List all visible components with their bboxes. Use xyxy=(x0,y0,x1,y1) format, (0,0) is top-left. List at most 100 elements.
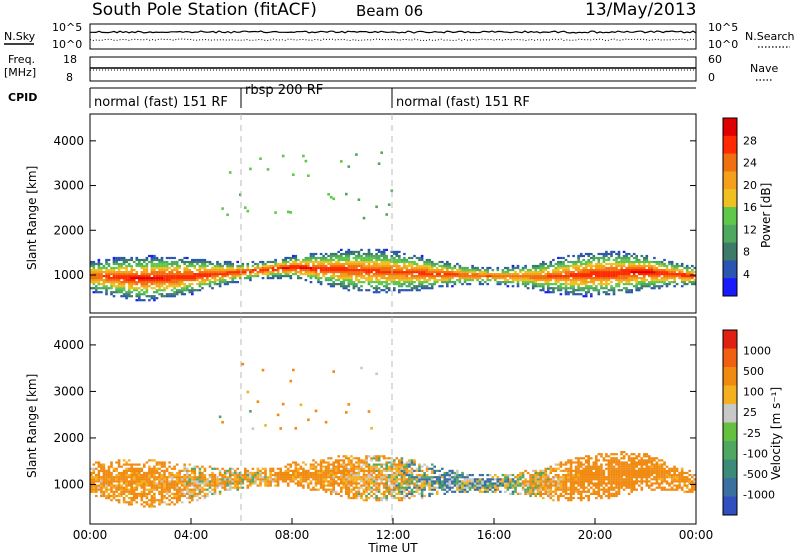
data-cell xyxy=(170,476,174,479)
data-cell xyxy=(536,279,540,282)
data-cell xyxy=(620,266,623,270)
data-cell xyxy=(340,488,343,491)
data-cell xyxy=(630,289,633,292)
data-cell xyxy=(130,275,133,278)
data-cell xyxy=(635,277,638,280)
data-cell xyxy=(605,254,608,258)
data-cell xyxy=(617,289,621,292)
data-cell xyxy=(382,254,386,258)
data-cell xyxy=(90,484,93,487)
data-cell xyxy=(322,486,325,489)
data-cell xyxy=(284,260,287,264)
data-cell xyxy=(259,157,262,160)
data-cell xyxy=(304,260,308,264)
data-cell xyxy=(387,478,391,481)
data-cell xyxy=(135,281,139,284)
data-cell xyxy=(350,461,353,464)
data-cell xyxy=(233,486,237,489)
data-cell xyxy=(653,266,656,270)
data-cell xyxy=(549,279,553,282)
data-cell xyxy=(632,252,636,256)
data-cell xyxy=(206,264,209,268)
data-cell xyxy=(221,484,224,487)
data-cell xyxy=(539,285,542,288)
data-cell xyxy=(572,285,575,288)
data-cell xyxy=(403,482,406,485)
data-cell xyxy=(584,252,588,256)
data-cell xyxy=(607,252,611,256)
data-cell xyxy=(693,266,697,270)
data-cell xyxy=(274,478,277,481)
data-cell xyxy=(269,467,272,470)
data-cell xyxy=(309,281,313,284)
data-cell xyxy=(463,271,467,274)
data-cell xyxy=(271,469,275,472)
data-cell xyxy=(380,463,383,466)
data-cell xyxy=(329,275,333,278)
data-cell xyxy=(244,277,247,280)
data-cell xyxy=(441,269,444,272)
data-cell xyxy=(562,262,565,266)
data-cell xyxy=(239,271,242,274)
data-cell xyxy=(519,271,522,274)
data-cell xyxy=(408,260,411,264)
data-cell xyxy=(451,469,454,472)
data-cell xyxy=(110,285,113,288)
data-cell xyxy=(127,285,131,288)
data-cell xyxy=(554,287,558,290)
data-cell xyxy=(165,295,169,298)
data-cell xyxy=(170,277,174,280)
data-cell xyxy=(595,277,598,280)
data-cell xyxy=(102,480,106,483)
data-cell xyxy=(307,418,310,422)
data-cell xyxy=(357,264,361,268)
data-cell xyxy=(107,467,111,470)
data-cell xyxy=(322,271,325,274)
data-cell xyxy=(193,492,197,495)
data-cell xyxy=(448,469,452,472)
data-cell xyxy=(521,474,525,477)
data-cell xyxy=(370,252,373,256)
data-cell xyxy=(526,492,530,495)
data-cell xyxy=(665,283,669,286)
data-cell xyxy=(617,283,621,286)
data-cell xyxy=(372,484,376,487)
data-cell xyxy=(632,256,636,260)
data-cell xyxy=(107,287,111,290)
data-cell xyxy=(625,277,628,280)
data-cell xyxy=(115,494,118,498)
data-cell xyxy=(117,269,121,272)
data-cell xyxy=(125,467,128,470)
data-cell xyxy=(168,488,171,491)
data-cell xyxy=(496,476,500,479)
data-cell xyxy=(158,269,161,272)
data-cell xyxy=(327,488,330,491)
data-cell xyxy=(120,492,123,495)
data-cell xyxy=(125,480,128,483)
data-cell xyxy=(342,258,346,262)
data-cell xyxy=(446,277,449,280)
data-cell xyxy=(261,269,265,272)
data-cell xyxy=(246,390,250,394)
data-cell xyxy=(289,266,293,270)
data-cell xyxy=(486,283,489,286)
data-cell xyxy=(178,283,181,286)
data-cell xyxy=(249,474,252,477)
data-cell xyxy=(367,486,371,489)
data-cell xyxy=(433,264,436,268)
data-cell xyxy=(153,279,156,282)
data-cell xyxy=(186,490,189,493)
data-cell xyxy=(120,277,123,280)
data-cell xyxy=(125,461,128,464)
data-cell xyxy=(574,262,578,266)
data-cell xyxy=(375,457,378,460)
data-cell xyxy=(413,281,416,284)
data-cell xyxy=(180,287,184,290)
data-cell xyxy=(357,488,361,491)
data-cell xyxy=(186,469,189,472)
data-cell xyxy=(451,490,454,493)
data-cell xyxy=(461,482,464,485)
data-cell xyxy=(514,273,517,276)
data-cell xyxy=(574,289,578,292)
data-cell xyxy=(458,273,462,276)
